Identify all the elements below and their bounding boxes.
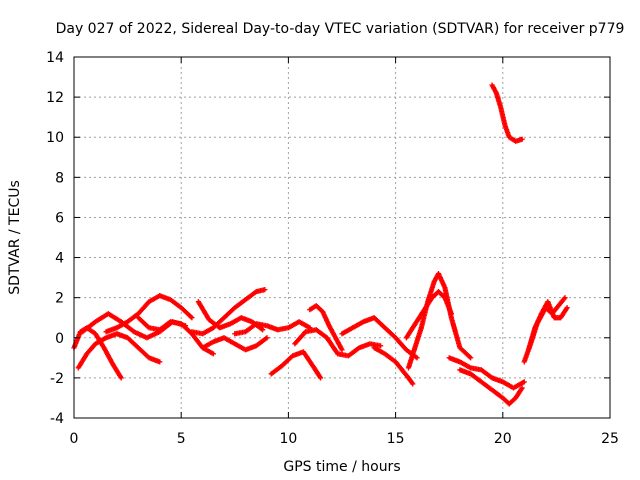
data-point bbox=[189, 315, 195, 321]
series-arc16 bbox=[403, 289, 454, 341]
data-point bbox=[564, 305, 570, 311]
x-tick-label: 0 bbox=[70, 431, 79, 447]
series-arc18 bbox=[457, 367, 525, 407]
series-arc17 bbox=[446, 355, 527, 391]
y-tick-label: 4 bbox=[55, 251, 64, 267]
series-arc11 bbox=[292, 327, 384, 359]
series-arc14 bbox=[371, 345, 416, 387]
y-tick-label: -4 bbox=[50, 411, 64, 427]
x-tick-label: 25 bbox=[601, 431, 619, 447]
y-tick-label: 10 bbox=[46, 130, 64, 146]
chart-title: Day 027 of 2022, Sidereal Day-to-day VTE… bbox=[56, 21, 625, 37]
series-arc19 bbox=[489, 82, 525, 144]
series-arc10 bbox=[268, 349, 324, 381]
data-point bbox=[414, 355, 420, 361]
data-point bbox=[448, 311, 454, 317]
data-point bbox=[468, 355, 474, 361]
series-arc15 bbox=[405, 271, 474, 371]
series-arc5 bbox=[135, 315, 216, 357]
axis-ticks: 0 5 10 15 20 25 -4 -2 0 2 4 6 8 10 12 14 bbox=[46, 50, 619, 447]
series-arc7 bbox=[195, 299, 266, 333]
series-arc12 bbox=[307, 303, 345, 353]
data-point bbox=[521, 379, 527, 385]
y-tick-label: 6 bbox=[55, 210, 64, 226]
y-tick-label: -2 bbox=[50, 371, 64, 387]
x-axis-title: GPS time / hours bbox=[283, 459, 400, 475]
y-tick-label: 8 bbox=[55, 170, 64, 186]
series-arc4 bbox=[103, 293, 195, 335]
series-arc6 bbox=[189, 287, 268, 337]
x-tick-label: 5 bbox=[177, 431, 186, 447]
data-point bbox=[260, 327, 266, 333]
data-point bbox=[377, 343, 384, 349]
data-point bbox=[519, 385, 525, 391]
data-point bbox=[210, 351, 216, 357]
x-tick-label: 10 bbox=[279, 431, 297, 447]
data-point bbox=[410, 381, 416, 387]
grid-lines bbox=[74, 57, 610, 418]
x-tick-label: 20 bbox=[494, 431, 512, 447]
data-point bbox=[262, 287, 268, 293]
data-point bbox=[118, 375, 124, 381]
series-arc9 bbox=[232, 319, 313, 337]
data-points bbox=[71, 82, 570, 407]
data-point bbox=[157, 359, 163, 365]
y-tick-label: 2 bbox=[55, 291, 64, 307]
series-arc8 bbox=[200, 335, 270, 353]
series-arc21 bbox=[525, 299, 570, 353]
data-point bbox=[317, 375, 324, 381]
data-point bbox=[339, 347, 345, 353]
y-tick-label: 12 bbox=[46, 90, 64, 106]
y-tick-label: 14 bbox=[46, 50, 64, 66]
series-arc13 bbox=[339, 315, 420, 361]
data-point bbox=[264, 335, 270, 341]
data-point bbox=[562, 295, 568, 301]
data-point bbox=[519, 136, 525, 142]
series-arc2 bbox=[75, 331, 163, 371]
plot-frame bbox=[73, 56, 611, 419]
y-tick-label: 0 bbox=[55, 331, 64, 347]
x-tick-label: 15 bbox=[387, 431, 405, 447]
y-axis-title: SDTVAR / TECUs bbox=[7, 180, 23, 295]
